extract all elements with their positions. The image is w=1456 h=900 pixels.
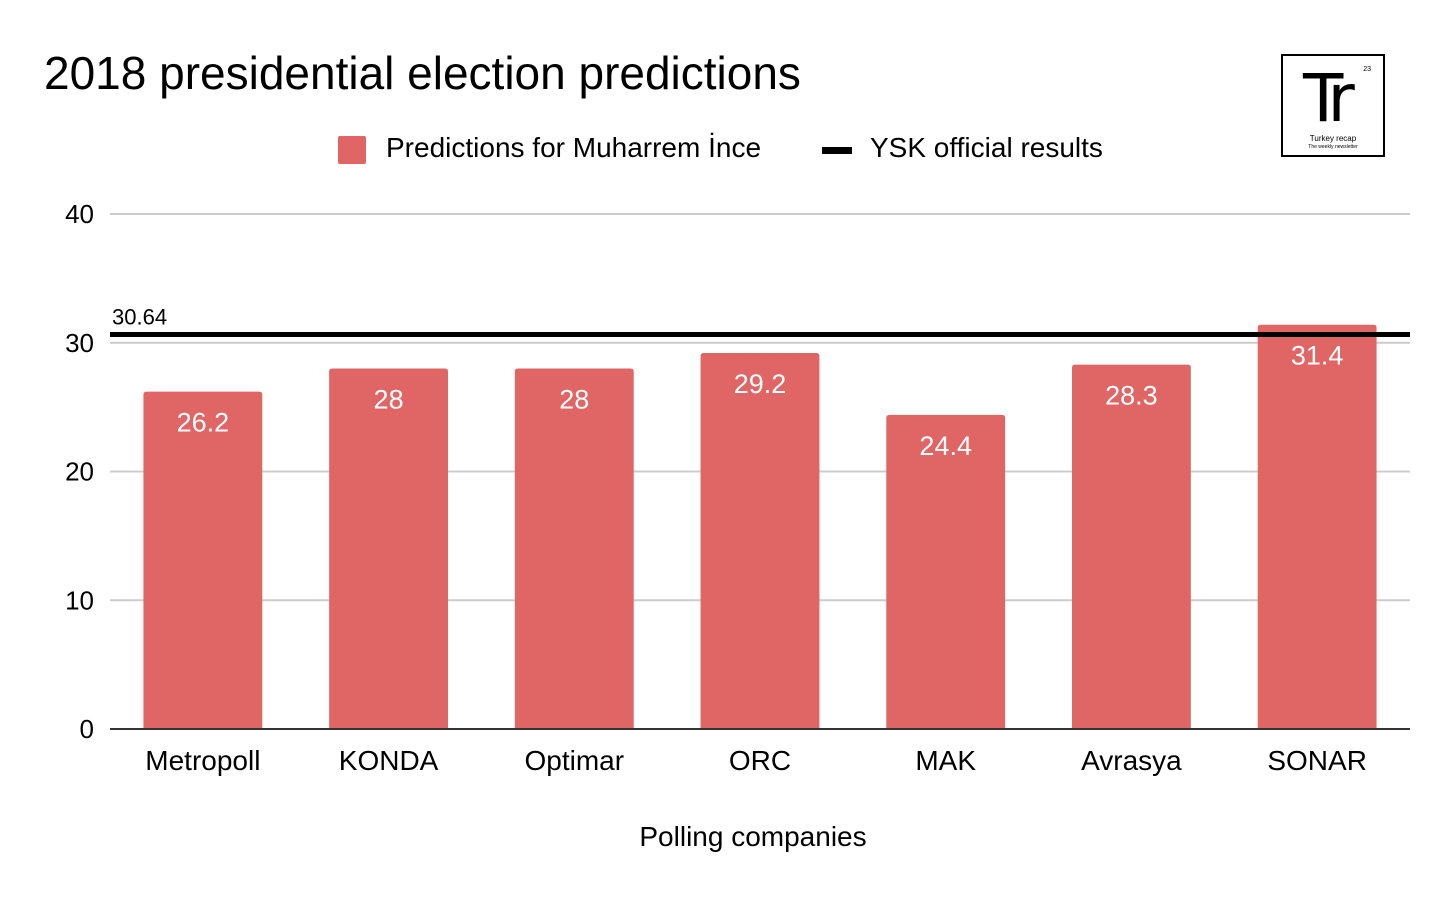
- logo-tagline: The weekly newsletter: [1308, 144, 1358, 150]
- x-tick-label: KONDA: [339, 745, 439, 776]
- bar-value-label: 29.2: [734, 369, 787, 399]
- bars: 26.2 28 28 29.2 24.4 28.3 31.4: [143, 324, 1377, 729]
- official-results-value-label: 30.64: [112, 305, 167, 330]
- bar-sonar: [1257, 324, 1377, 729]
- chart-title: 2018 presidential election predictions: [44, 47, 801, 99]
- turkey-recap-logo: Tr 23 Turkey recap The weekly newsletter: [1281, 54, 1385, 157]
- logo-name: Turkey recap: [1309, 134, 1357, 143]
- x-tick-label: SONAR: [1267, 745, 1367, 776]
- legend-label-official-results: YSK official results: [870, 132, 1103, 163]
- x-tick-label: Optimar: [524, 745, 624, 776]
- bar-optimar: [514, 368, 634, 729]
- bar-value-label: 28: [559, 385, 589, 415]
- x-tick-label: Metropoll: [145, 745, 260, 776]
- legend-swatch-official-results: [822, 147, 852, 154]
- y-tick-label-30: 30: [65, 328, 94, 358]
- x-tick-label: Avrasya: [1081, 745, 1182, 776]
- legend-label-predictions: Predictions for Muharrem İnce: [386, 132, 762, 163]
- bar-value-label: 24.4: [919, 431, 972, 461]
- axes: 0 10 20 30 40 Metropoll KONDA Optimar ORC MAK Avra…: [65, 199, 1410, 776]
- bar-avrasya: [1072, 364, 1191, 729]
- legend: Predictions for Muharrem İnce YSK offici…: [0, 130, 1456, 170]
- x-tick-label: MAK: [915, 745, 976, 776]
- bar-orc: [700, 353, 820, 729]
- bar-value-label: 28.3: [1105, 381, 1158, 411]
- x-tick-label: ORC: [729, 745, 791, 776]
- reference-line-group: 30.64: [110, 305, 1410, 338]
- bar-mak: [886, 414, 1006, 729]
- bar-value-label: 28: [374, 385, 404, 415]
- logo-mark: Tr: [1303, 60, 1355, 137]
- logo-number: 23: [1363, 66, 1371, 73]
- x-axis-title: Polling companies: [639, 821, 866, 852]
- bar-value-label: 31.4: [1291, 341, 1344, 371]
- y-tick-label-10: 10: [65, 585, 94, 615]
- bar-konda: [329, 368, 448, 729]
- y-tick-label-40: 40: [65, 199, 94, 229]
- y-tick-label-0: 0: [80, 714, 94, 744]
- bar-value-label: 26.2: [177, 408, 230, 438]
- y-tick-label-20: 20: [65, 457, 94, 487]
- bar-metropoll: [143, 391, 263, 729]
- legend-swatch-predictions: [338, 136, 366, 164]
